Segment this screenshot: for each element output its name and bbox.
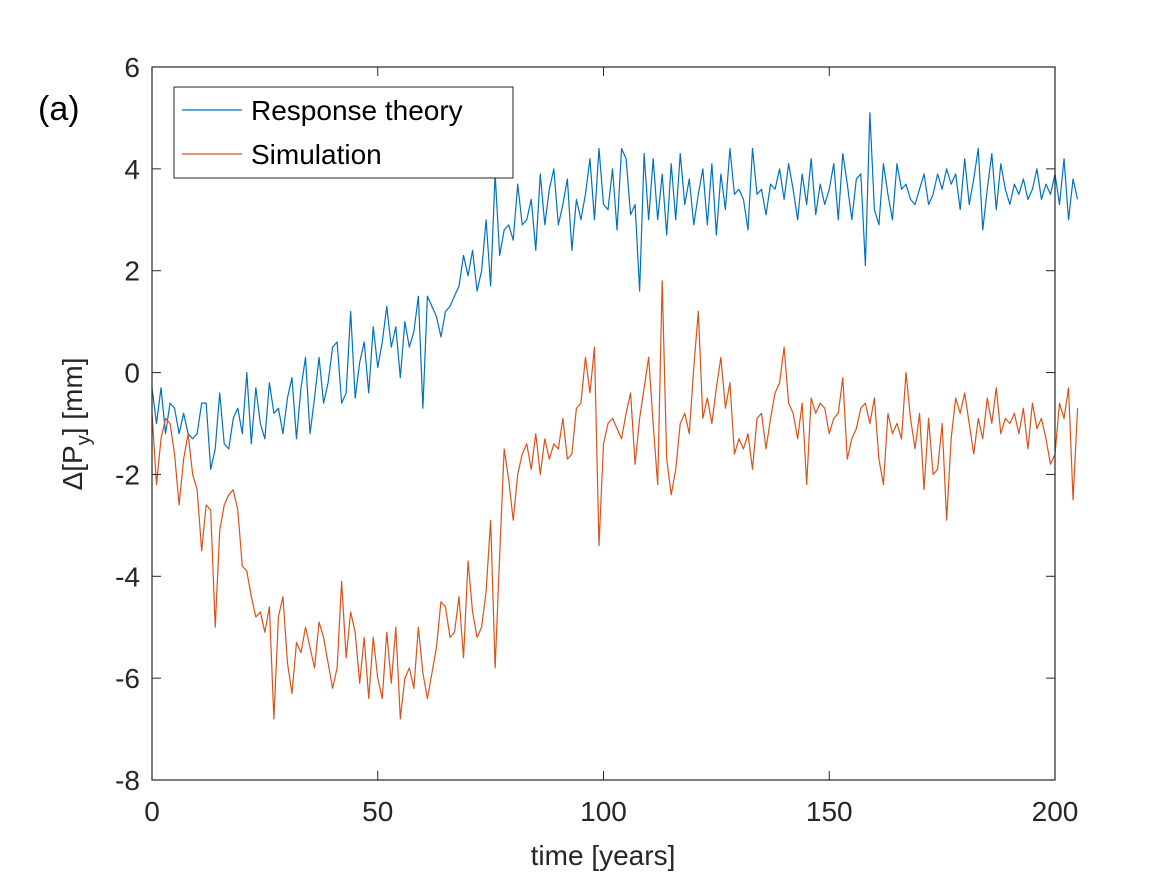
x-tick-label: 100 bbox=[580, 796, 627, 827]
y-tick-label: -6 bbox=[115, 663, 140, 694]
series-line-simulation bbox=[151, 280, 1079, 720]
legend: Response theory Simulation bbox=[173, 86, 514, 179]
x-tick-label: 150 bbox=[806, 796, 853, 827]
y-tick-label: 2 bbox=[124, 256, 140, 287]
axes-box bbox=[151, 66, 1056, 781]
x-tick-label: 0 bbox=[144, 796, 160, 827]
series-layer bbox=[151, 112, 1079, 720]
panel-label: (a) bbox=[38, 90, 80, 128]
x-tick-label: 50 bbox=[362, 796, 393, 827]
legend-label-response-theory: Response theory bbox=[251, 95, 463, 126]
x-axis-label: time [years] bbox=[531, 840, 676, 871]
y-axis-label-prefix: Δ[P bbox=[57, 445, 88, 490]
legend-label-simulation: Simulation bbox=[251, 139, 382, 170]
y-tick-label: 0 bbox=[124, 358, 140, 389]
y-tick-label: 6 bbox=[124, 52, 140, 83]
y-tick-label: -8 bbox=[115, 765, 140, 796]
legend-box bbox=[173, 86, 514, 179]
y-axis-label: Δ[Py] [mm] bbox=[57, 358, 95, 491]
y-axis-label-suffix: ] [mm] bbox=[57, 358, 88, 436]
y-tick-label: -2 bbox=[115, 459, 140, 490]
ticks-layer: 0 50 100 150 200 -8 -6 -4 -2 0 2 4 6 bbox=[115, 52, 1078, 827]
series-line-response-theory bbox=[151, 112, 1079, 470]
y-tick-label: -4 bbox=[115, 561, 140, 592]
y-axis-label-subscript: y bbox=[73, 435, 95, 445]
x-tick-label: 200 bbox=[1032, 796, 1079, 827]
y-tick-label: 4 bbox=[124, 154, 140, 185]
